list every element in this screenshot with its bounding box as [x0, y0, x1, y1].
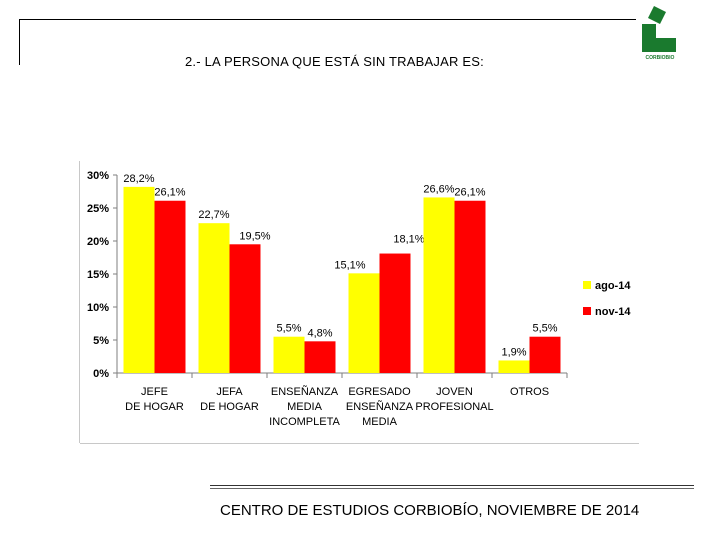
- slide-title: 2.- LA PERSONA QUE ESTÁ SIN TRABAJAR ES:: [185, 54, 484, 69]
- x-category-label: DE HOGAR: [200, 401, 259, 413]
- data-label: 5,5%: [532, 323, 557, 335]
- x-category-label: JOVEN: [436, 386, 473, 398]
- legend-label-nov-14: nov-14: [595, 306, 631, 318]
- bar-ago-14-5: [423, 197, 455, 373]
- bar-nov-14-4: [379, 253, 411, 373]
- data-label: 26,6%: [423, 183, 454, 195]
- bar-ago-14-2: [198, 223, 230, 373]
- data-label: 26,1%: [154, 187, 185, 199]
- bar-nov-14-6: [529, 336, 561, 373]
- data-label: 15,1%: [334, 259, 365, 271]
- frame-left-line: [19, 19, 20, 65]
- y-tick-label: 15%: [87, 269, 109, 281]
- footer-rule-top: [210, 485, 694, 486]
- bar-nov-14-1: [154, 200, 186, 373]
- bar-nov-14-2: [229, 244, 261, 373]
- x-category-label: INCOMPLETA: [269, 416, 340, 428]
- logo-mark-body: [642, 24, 656, 52]
- data-label: 1,9%: [501, 346, 526, 358]
- x-category-label: OTROS: [510, 386, 549, 398]
- bar-ago-14-4: [348, 273, 380, 373]
- data-label: 22,7%: [198, 209, 229, 221]
- y-tick-label: 25%: [87, 203, 109, 215]
- data-label: 5,5%: [276, 323, 301, 335]
- x-category-label: JEFA: [216, 386, 243, 398]
- x-category-label: PROFESIONAL: [415, 401, 493, 413]
- bar-nov-14-3: [304, 341, 336, 373]
- data-label: 18,1%: [393, 234, 424, 246]
- y-tick-label: 0%: [93, 368, 109, 380]
- chart-container: 0% 5% 10% 15% 20% 25% 30% 28,2% 26,1% JEFE DE HOGA…: [80, 161, 639, 443]
- x-category-label: EGRESADO: [348, 386, 411, 398]
- bar-ago-14-1: [123, 186, 155, 373]
- legend-swatch-ago-14: [583, 281, 591, 289]
- y-tick-label: 30%: [87, 170, 109, 182]
- legend-label-ago-14: ago-14: [595, 280, 631, 292]
- logo-mark-base: [656, 38, 676, 52]
- frame-top-line: [19, 19, 636, 20]
- y-tick-label: 5%: [93, 335, 109, 347]
- x-category-label: MEDIA: [287, 401, 323, 413]
- data-label: 26,1%: [454, 187, 485, 199]
- x-category-label: ENSEÑANZA: [346, 400, 414, 413]
- logo-mark-top: [648, 6, 666, 24]
- y-tick-label: 10%: [87, 302, 109, 314]
- footer-rule-bottom: [210, 488, 694, 489]
- corbiobio-logo: CORBIOBIO: [636, 4, 684, 62]
- data-label: 28,2%: [123, 173, 154, 185]
- x-category-label: MEDIA: [362, 416, 398, 428]
- x-category-label: JEFE: [141, 386, 168, 398]
- data-label: 4,8%: [307, 327, 332, 339]
- bar-ago-14-3: [273, 336, 305, 373]
- footer-text: CENTRO DE ESTUDIOS CORBIOBÍO, NOVIEMBRE …: [220, 502, 640, 519]
- logo-text: CORBIOBIO: [646, 55, 675, 61]
- bar-nov-14-5: [454, 200, 486, 373]
- x-category-label: DE HOGAR: [125, 401, 184, 413]
- x-category-label: ENSEÑANZA: [271, 385, 339, 398]
- data-label: 19,5%: [239, 230, 270, 242]
- legend-swatch-nov-14: [583, 307, 591, 315]
- y-tick-label: 20%: [87, 236, 109, 248]
- bar-ago-14-6: [498, 360, 530, 373]
